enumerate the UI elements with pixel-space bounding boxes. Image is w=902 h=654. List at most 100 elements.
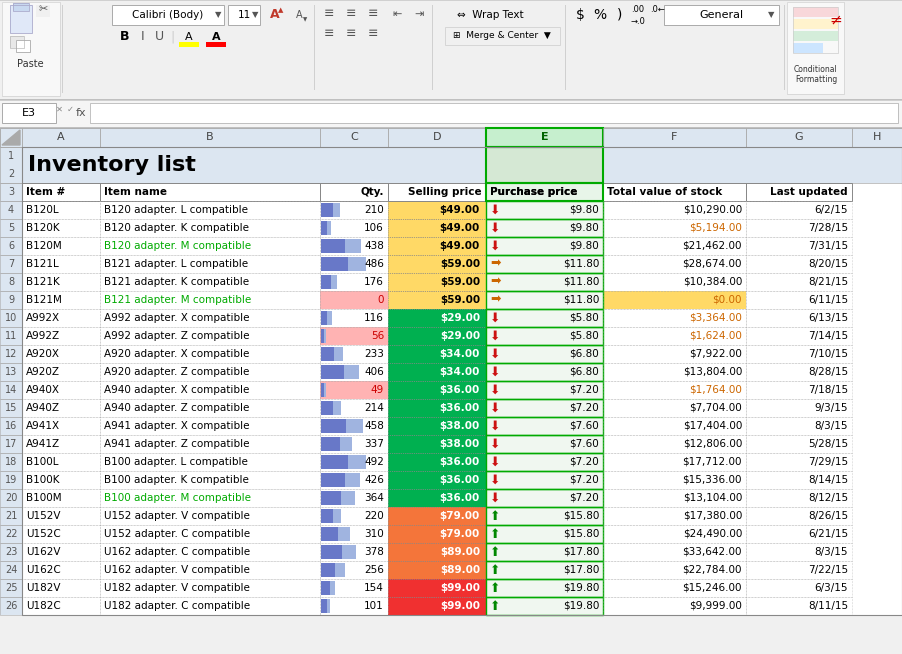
Bar xyxy=(388,579,486,597)
Bar xyxy=(320,489,388,507)
Bar xyxy=(22,147,902,183)
Bar xyxy=(100,327,320,345)
Text: 1: 1 xyxy=(8,151,14,161)
Bar xyxy=(2,2,60,96)
Bar xyxy=(22,579,100,597)
Bar xyxy=(388,327,486,345)
Bar xyxy=(100,345,320,363)
Bar xyxy=(603,128,746,147)
Bar xyxy=(2,103,56,123)
Bar xyxy=(0,363,22,381)
Bar xyxy=(22,435,100,453)
Bar xyxy=(486,435,603,453)
Bar xyxy=(0,579,22,597)
Bar xyxy=(603,525,746,543)
Bar xyxy=(0,291,22,309)
Text: ⬆: ⬆ xyxy=(490,581,501,594)
Bar xyxy=(321,365,344,379)
Bar xyxy=(22,345,902,363)
Text: $24,490.00: $24,490.00 xyxy=(683,529,742,539)
Bar xyxy=(486,147,603,183)
Bar xyxy=(22,579,902,597)
Bar xyxy=(321,455,348,469)
Text: 22: 22 xyxy=(5,529,17,539)
Bar xyxy=(746,201,852,219)
Text: $33,642.00: $33,642.00 xyxy=(683,547,742,557)
Bar xyxy=(784,5,785,90)
Text: →.0: →.0 xyxy=(630,18,646,27)
Bar xyxy=(228,5,260,25)
Bar xyxy=(320,183,388,201)
Text: $13,804.00: $13,804.00 xyxy=(683,367,742,377)
Text: ▼: ▼ xyxy=(215,10,221,20)
Bar xyxy=(746,327,852,345)
Text: I: I xyxy=(142,31,145,44)
Text: $5,194.00: $5,194.00 xyxy=(689,223,742,233)
Text: G: G xyxy=(795,133,804,143)
Bar xyxy=(288,5,310,25)
Bar xyxy=(746,309,852,327)
Text: $10,290.00: $10,290.00 xyxy=(683,205,742,215)
Bar xyxy=(0,219,22,237)
Text: 4: 4 xyxy=(8,205,14,215)
Text: 8/26/15: 8/26/15 xyxy=(808,511,848,521)
Text: Inventory list: Inventory list xyxy=(28,155,196,175)
Text: Item #: Item # xyxy=(26,187,65,197)
Bar xyxy=(486,525,603,543)
Bar xyxy=(320,255,388,273)
Text: E3: E3 xyxy=(22,108,36,118)
Text: ⬆: ⬆ xyxy=(490,600,501,613)
Text: $3,364.00: $3,364.00 xyxy=(689,313,742,323)
Bar xyxy=(0,127,902,128)
Bar xyxy=(603,309,746,327)
Bar xyxy=(388,273,486,291)
Bar xyxy=(746,345,852,363)
Text: $7.60: $7.60 xyxy=(569,421,599,431)
Text: $7.60: $7.60 xyxy=(569,439,599,449)
Text: 18: 18 xyxy=(5,457,17,467)
Text: ⬆: ⬆ xyxy=(490,564,501,576)
Bar xyxy=(22,183,902,201)
Bar xyxy=(320,128,388,147)
Bar xyxy=(486,237,603,255)
Text: A920 adapter. X compatible: A920 adapter. X compatible xyxy=(104,349,249,359)
Text: ✓: ✓ xyxy=(67,105,73,114)
Text: $17,404.00: $17,404.00 xyxy=(683,421,742,431)
Bar xyxy=(100,255,320,273)
Bar xyxy=(321,203,340,217)
Bar xyxy=(486,507,603,525)
Bar xyxy=(100,309,320,327)
Bar xyxy=(388,309,486,327)
Text: $34.00: $34.00 xyxy=(439,349,480,359)
Bar xyxy=(486,543,603,561)
Bar xyxy=(388,525,486,543)
Bar xyxy=(0,363,22,381)
Text: $5.80: $5.80 xyxy=(569,313,599,323)
Bar xyxy=(746,291,852,309)
Bar xyxy=(388,489,486,507)
Bar xyxy=(100,435,320,453)
Text: ⬆: ⬆ xyxy=(490,545,501,559)
Text: F: F xyxy=(671,133,677,143)
Bar xyxy=(486,579,603,597)
Bar xyxy=(320,201,388,219)
Bar xyxy=(179,42,199,47)
Bar xyxy=(0,561,22,579)
Bar xyxy=(388,255,486,273)
Bar xyxy=(746,128,852,147)
Text: $36.00: $36.00 xyxy=(440,385,480,395)
Bar xyxy=(321,545,356,559)
Bar xyxy=(100,381,320,399)
Text: $17.80: $17.80 xyxy=(563,565,599,575)
Bar xyxy=(22,183,100,201)
Text: ≠: ≠ xyxy=(830,12,842,27)
Bar xyxy=(746,363,852,381)
Bar xyxy=(320,183,388,201)
Text: B100 adapter. K compatible: B100 adapter. K compatible xyxy=(104,475,249,485)
Bar xyxy=(100,183,320,201)
Bar xyxy=(486,345,603,363)
Bar xyxy=(388,417,486,435)
Bar xyxy=(0,128,902,147)
Text: 26: 26 xyxy=(5,601,17,611)
Bar xyxy=(746,417,852,435)
